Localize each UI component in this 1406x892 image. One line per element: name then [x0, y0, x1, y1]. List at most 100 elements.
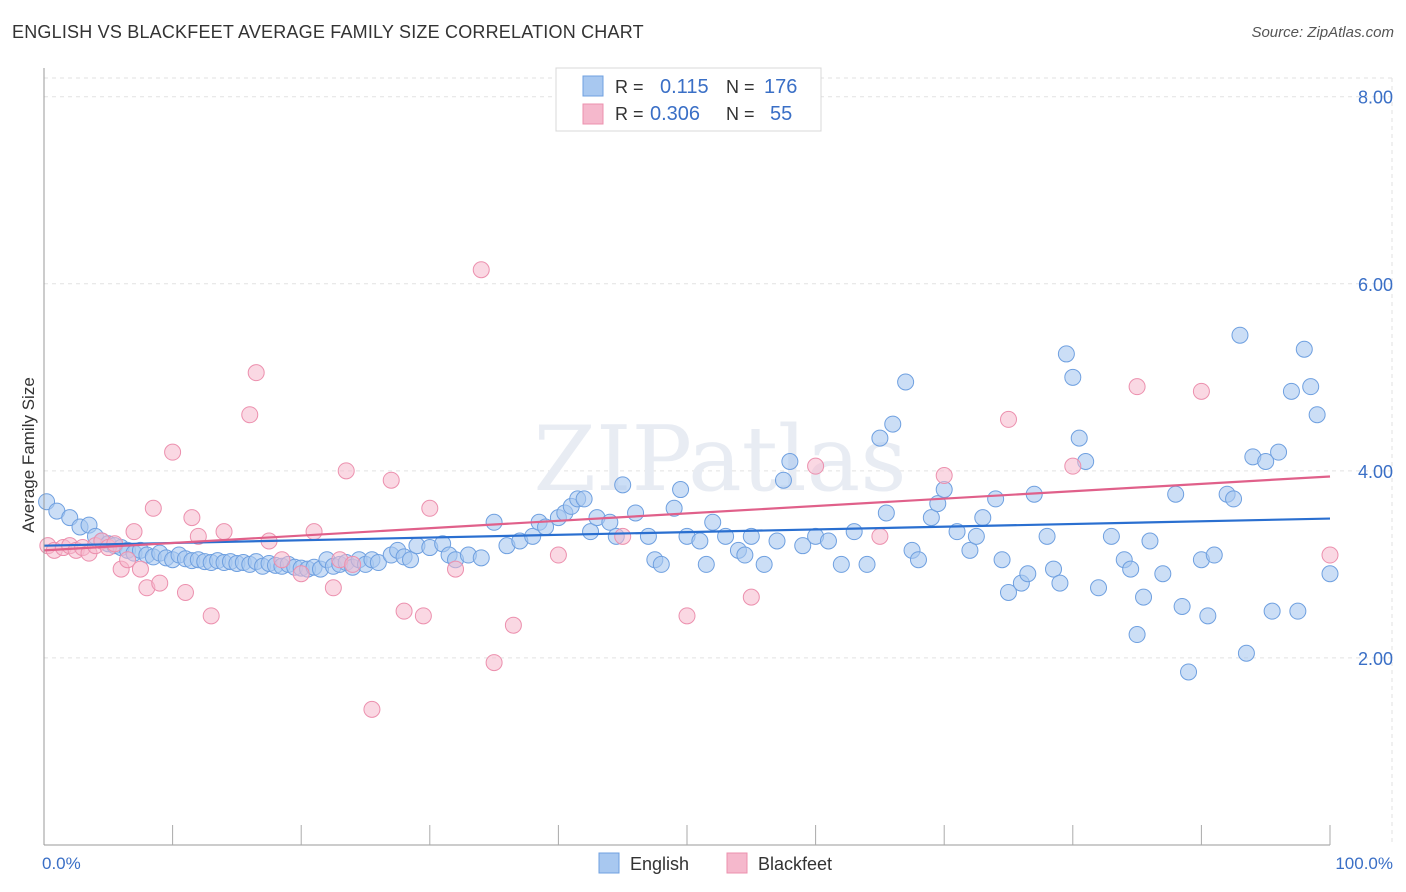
english-point	[845, 523, 863, 541]
y-tick-labels: 2.00 4.00 6.00 8.00	[1358, 88, 1393, 669]
y-tick-label: 8.00	[1358, 88, 1393, 108]
english-point	[1205, 546, 1223, 564]
english-point	[1225, 490, 1243, 508]
legend-top: R = 0.115 N = 176 R = 0.306 N = 55	[555, 67, 822, 132]
english-point	[884, 415, 902, 433]
english-point	[974, 509, 992, 527]
legend-r-label: R =	[615, 77, 644, 97]
english-point	[1308, 406, 1326, 424]
english-point	[1263, 602, 1281, 620]
blackfeet-point	[807, 457, 825, 475]
english-point	[472, 549, 490, 567]
english-point	[768, 532, 786, 550]
blackfeet-point	[447, 560, 465, 578]
english-point	[967, 527, 985, 545]
english-point	[1180, 663, 1198, 681]
english-point	[993, 551, 1011, 569]
legend-bottom-english: English	[630, 854, 689, 874]
english-point	[1000, 583, 1017, 601]
blackfeet-point	[344, 555, 362, 573]
legend-r-value: 0.115	[660, 76, 709, 98]
english-point	[1231, 326, 1249, 344]
english-point	[582, 523, 600, 541]
english-point	[614, 476, 632, 494]
english-point	[1321, 565, 1339, 583]
blackfeet-point	[131, 560, 149, 578]
blackfeet-point	[1128, 378, 1146, 396]
english-point	[1257, 453, 1275, 470]
blackfeet-point	[485, 654, 503, 672]
english-point	[1090, 579, 1108, 597]
english-point	[897, 373, 915, 391]
legend-swatch-english	[582, 75, 604, 97]
english-point	[1154, 565, 1172, 583]
english-point	[1051, 574, 1069, 592]
blackfeet-point	[183, 509, 201, 527]
english-point	[871, 429, 889, 447]
english-point	[697, 555, 715, 573]
blackfeet-point	[395, 602, 413, 620]
blackfeet-point	[151, 574, 169, 592]
blackfeet-point	[1000, 410, 1017, 428]
english-point	[652, 555, 670, 573]
english-point	[948, 523, 966, 541]
blackfeet-point	[414, 607, 432, 625]
english-point	[794, 537, 812, 555]
blackfeet-point	[742, 588, 760, 606]
y-tick-label: 6.00	[1358, 275, 1393, 295]
english-point	[774, 471, 792, 489]
blackfeet-point	[176, 583, 194, 601]
blackfeet-point	[678, 607, 696, 625]
legend-r-label: R =	[615, 104, 644, 124]
blackfeet-point	[504, 616, 522, 634]
blackfeet-point	[1321, 546, 1339, 564]
blackfeet-point	[472, 261, 490, 279]
blackfeet-point	[119, 551, 137, 569]
blackfeet-point	[247, 364, 265, 382]
english-point	[1019, 565, 1037, 583]
english-point	[742, 527, 760, 545]
source-label: Source: ZipAtlas.com	[1251, 24, 1394, 41]
english-trend-line	[43, 517, 1331, 547]
english-point	[1122, 560, 1140, 578]
y-axis-title: Average Family Size	[19, 377, 38, 533]
blackfeet-point	[337, 462, 355, 480]
blackfeet-point	[382, 471, 400, 489]
english-point	[832, 555, 850, 573]
legend-bottom: English Blackfeet	[598, 852, 832, 874]
trend-lines	[43, 475, 1331, 552]
english-point	[672, 481, 690, 499]
blackfeet-point	[164, 443, 182, 461]
y-tick-label: 2.00	[1358, 649, 1393, 669]
english-point	[1270, 443, 1288, 461]
axes	[43, 68, 1331, 846]
english-point	[369, 554, 387, 572]
english-point	[922, 509, 940, 527]
blackfeet-point	[202, 607, 220, 625]
legend-n-label: N =	[726, 104, 755, 124]
blackfeet-point	[324, 579, 342, 597]
english-point	[987, 490, 1005, 508]
english-point	[627, 504, 645, 522]
series-blackfeet-points	[39, 261, 1339, 718]
english-point	[736, 546, 754, 564]
x-tick-labels: 0.0% 100.0%	[42, 854, 1393, 873]
blackfeet-point	[614, 527, 632, 545]
english-point	[1141, 532, 1159, 550]
english-point	[1070, 429, 1088, 447]
chart-title: ENGLISH VS BLACKFEET AVERAGE FAMILY SIZE…	[12, 22, 644, 42]
blackfeet-point	[215, 523, 233, 541]
legend-n-value: 55	[770, 103, 792, 125]
x-tick-label-max: 100.0%	[1335, 854, 1393, 873]
english-point	[402, 551, 420, 569]
english-point	[1237, 644, 1255, 662]
english-point	[858, 555, 876, 573]
english-point	[485, 513, 503, 531]
watermark: ZIPatlas	[533, 407, 906, 512]
blackfeet-point	[125, 523, 143, 541]
series-english-points	[38, 326, 1339, 681]
legend-bottom-swatch-english	[598, 852, 620, 874]
blackfeet-trend-line	[43, 475, 1331, 552]
blackfeet-point	[305, 523, 323, 541]
